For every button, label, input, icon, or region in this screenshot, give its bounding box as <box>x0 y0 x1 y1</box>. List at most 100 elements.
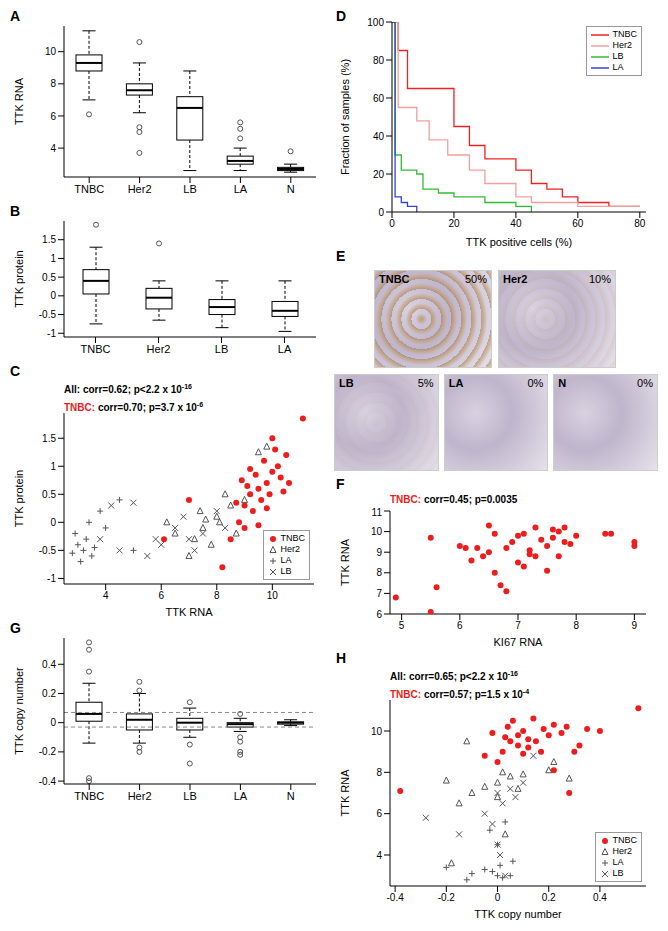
svg-text:60: 60 <box>373 93 385 104</box>
svg-text:8: 8 <box>214 590 220 601</box>
svg-text:9: 9 <box>376 547 382 558</box>
svg-text:0: 0 <box>50 717 56 728</box>
html-text:TNBC: TNBC <box>379 273 410 285</box>
html-text:C: C <box>10 363 21 379</box>
svg-text:TNBC: TNBC <box>74 790 104 802</box>
svg-text:100: 100 <box>367 17 384 28</box>
svg-text:8: 8 <box>50 78 56 89</box>
svg-text:4: 4 <box>376 850 382 861</box>
svg-text:-0.5: -0.5 <box>39 309 57 320</box>
svg-text:0: 0 <box>50 517 56 528</box>
html-text:G: G <box>10 620 21 636</box>
svg-text:TNBC: TNBC <box>74 183 104 195</box>
svg-text:TTK positive cells (%): TTK positive cells (%) <box>466 236 572 248</box>
svg-text:KI67 RNA: KI67 RNA <box>494 636 544 648</box>
svg-text:11: 11 <box>372 507 383 518</box>
svg-text:10: 10 <box>267 590 279 601</box>
svg-text:-0.2: -0.2 <box>438 892 456 903</box>
svg-text:Fraction of samples (%): Fraction of samples (%) <box>339 59 351 175</box>
svg-text:20: 20 <box>373 169 385 180</box>
svg-text:LA: LA <box>278 343 292 355</box>
svg-text:0: 0 <box>495 892 501 903</box>
svg-text:-0.2: -0.2 <box>39 746 57 757</box>
html-text:TNBC: corr=0.45; p=0.0035: TNBC: corr=0.45; p=0.0035 <box>390 494 518 505</box>
html-text:50%: 50% <box>465 273 487 285</box>
svg-text:1: 1 <box>50 461 56 472</box>
html-text:A: A <box>10 8 21 24</box>
svg-text:0: 0 <box>389 218 395 229</box>
svg-text:9: 9 <box>632 620 638 631</box>
svg-text:0: 0 <box>378 207 384 218</box>
html-text:All: corr=0.62; p<2.2 x 10-16: All: corr=0.62; p<2.2 x 10-16 <box>64 383 192 396</box>
svg-text:TTK RNA: TTK RNA <box>165 606 213 618</box>
svg-text:6: 6 <box>376 609 382 620</box>
html-text:10%: 10% <box>589 273 611 285</box>
html-text:0%: 0% <box>637 376 653 389</box>
svg-text:0.4: 0.4 <box>593 892 607 903</box>
svg-text:LA: LA <box>234 790 248 802</box>
html-text:LA: LA <box>448 376 464 389</box>
html-text:0%: 0% <box>527 376 544 389</box>
svg-text:TTK copy number: TTK copy number <box>13 667 25 755</box>
html-text:TNBC: corr=0.70; p=3.7 x 10-6: TNBC: corr=0.70; p=3.7 x 10-6 <box>64 401 204 414</box>
svg-text:TTK protein: TTK protein <box>13 250 25 307</box>
svg-text:0: 0 <box>50 290 56 301</box>
svg-text:6: 6 <box>376 808 382 819</box>
svg-text:6: 6 <box>50 111 56 122</box>
svg-text:6: 6 <box>457 620 463 631</box>
svg-text:N: N <box>287 183 295 195</box>
svg-text:1: 1 <box>50 253 56 264</box>
svg-text:TTK protein: TTK protein <box>13 470 25 527</box>
svg-text:LB: LB <box>215 343 228 355</box>
svg-text:7: 7 <box>515 620 521 631</box>
svg-text:TTK RNA: TTK RNA <box>339 538 351 586</box>
svg-text:Her2: Her2 <box>147 343 171 355</box>
svg-text:20: 20 <box>448 218 460 229</box>
html-text:All: corr=0.65; p<2.2 x 10-16: All: corr=0.65; p<2.2 x 10-16 <box>390 670 518 683</box>
svg-text:60: 60 <box>572 218 584 229</box>
svg-text:0.5: 0.5 <box>42 272 56 283</box>
svg-text:8: 8 <box>376 567 382 578</box>
svg-text:LB: LB <box>183 790 196 802</box>
svg-text:-1: -1 <box>47 328 56 339</box>
svg-text:10: 10 <box>45 46 57 57</box>
svg-text:80: 80 <box>634 218 646 229</box>
svg-text:0.5: 0.5 <box>42 489 56 500</box>
svg-text:Her2: Her2 <box>128 790 152 802</box>
svg-text:80: 80 <box>373 55 385 66</box>
svg-text:6: 6 <box>158 590 164 601</box>
svg-text:1.5: 1.5 <box>42 433 56 444</box>
svg-text:4: 4 <box>103 590 109 601</box>
svg-text:TTK copy number: TTK copy number <box>474 908 562 920</box>
svg-text:1.5: 1.5 <box>42 234 56 245</box>
svg-text:-0.5: -0.5 <box>39 545 57 556</box>
svg-text:N: N <box>287 790 295 802</box>
svg-text:-0.4: -0.4 <box>39 776 57 787</box>
svg-text:Her2: Her2 <box>128 183 152 195</box>
svg-text:LB: LB <box>183 183 196 195</box>
svg-text:10: 10 <box>371 726 383 737</box>
svg-text:0.4: 0.4 <box>42 659 56 670</box>
svg-text:8: 8 <box>376 767 382 778</box>
html-text:LB: LB <box>339 376 354 389</box>
html-text:TNBC: corr=0.57; p=1.5 x 10-4: TNBC: corr=0.57; p=1.5 x 10-4 <box>390 688 530 701</box>
html-text:D: D <box>336 8 347 24</box>
svg-text:-0.4: -0.4 <box>387 892 405 903</box>
svg-text:5: 5 <box>399 620 405 631</box>
svg-text:10: 10 <box>371 526 383 537</box>
html-text:Her2: Her2 <box>503 273 528 285</box>
svg-text:7: 7 <box>376 588 382 599</box>
svg-text:0.2: 0.2 <box>542 892 556 903</box>
svg-text:LA: LA <box>234 183 248 195</box>
svg-text:TTK RNA: TTK RNA <box>339 769 351 817</box>
svg-text:TTK RNA: TTK RNA <box>13 77 25 125</box>
svg-text:40: 40 <box>510 218 522 229</box>
svg-text:40: 40 <box>373 131 385 142</box>
svg-text:8: 8 <box>573 620 579 631</box>
html-text:5%: 5% <box>417 376 434 389</box>
html-text:B: B <box>10 203 21 219</box>
svg-text:4: 4 <box>50 143 56 154</box>
svg-text:-1: -1 <box>47 573 56 584</box>
svg-text:TNBC: TNBC <box>81 343 111 355</box>
svg-text:0.2: 0.2 <box>42 688 56 699</box>
